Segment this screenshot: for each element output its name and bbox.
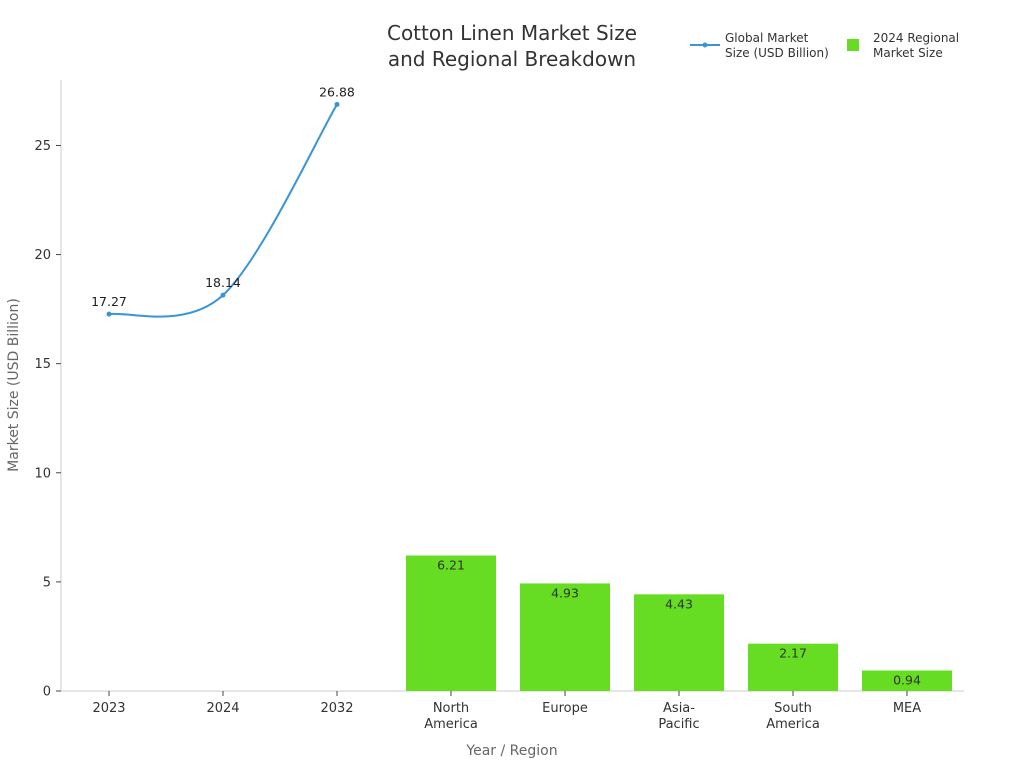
- bar: [634, 594, 724, 691]
- bar: [748, 643, 838, 691]
- y-tick-label: 15: [34, 357, 51, 372]
- y-tick-label: 10: [34, 466, 51, 481]
- x-tick-label: Pacific: [658, 717, 699, 732]
- line-point: [334, 101, 340, 107]
- bar-value-label: 4.43: [665, 596, 693, 611]
- bar-value-label: 0.94: [893, 672, 921, 687]
- line-point: [220, 292, 226, 298]
- x-axis-title: Year / Region: [465, 743, 557, 759]
- x-tick-label: Europe: [542, 701, 588, 716]
- y-tick-label: 20: [34, 248, 51, 263]
- legend-line-marker: [702, 42, 708, 48]
- bar: [406, 555, 496, 691]
- x-tick-label: America: [424, 717, 478, 732]
- y-tick-label: 25: [34, 139, 51, 154]
- bar-value-label: 6.21: [437, 557, 465, 572]
- bar: [520, 583, 610, 691]
- line-series-path: [108, 103, 338, 318]
- x-tick-label: MEA: [893, 701, 921, 716]
- x-tick-label: North: [433, 701, 469, 716]
- axes: 0 5 10 15 20 25: [34, 80, 964, 700]
- bar: [862, 670, 952, 691]
- legend-bar-label-line-2: Market Size: [873, 46, 943, 60]
- y-tick-label: 5: [43, 575, 51, 590]
- legend: Global Market Size (USD Billion) 2024 Re…: [690, 31, 959, 60]
- x-tick-label: 2023: [92, 701, 125, 716]
- chart-title-line-2: and Regional Breakdown: [388, 47, 636, 71]
- x-tick-label: South: [774, 701, 812, 716]
- bars: 6.21 4.93 4.43 2.17 0.94: [406, 555, 952, 691]
- y-axis-title: Market Size (USD Billion): [6, 298, 22, 472]
- x-tick-label: 2032: [320, 701, 353, 716]
- line-series: 17.27 18.14 26.88: [91, 84, 355, 318]
- x-tick-label: America: [766, 717, 820, 732]
- line-value-label: 17.27: [91, 294, 127, 309]
- bar-value-label: 2.17: [779, 646, 807, 661]
- legend-bar-label-line-1: 2024 Regional: [873, 31, 959, 45]
- legend-label-line-2: Size (USD Billion): [725, 46, 829, 60]
- legend-bar-swatch: [847, 39, 859, 51]
- line-value-label: 26.88: [319, 84, 355, 99]
- y-tick-label: 0: [43, 685, 51, 700]
- bar-value-label: 4.93: [551, 585, 579, 600]
- x-tick-label: Asia-: [663, 701, 695, 716]
- chart-title-line-1: Cotton Linen Market Size: [387, 21, 637, 45]
- line-point: [106, 311, 112, 317]
- x-tick-label: 2024: [206, 701, 239, 716]
- legend-label-line-1: Global Market: [725, 31, 809, 45]
- line-value-label: 18.14: [205, 275, 241, 290]
